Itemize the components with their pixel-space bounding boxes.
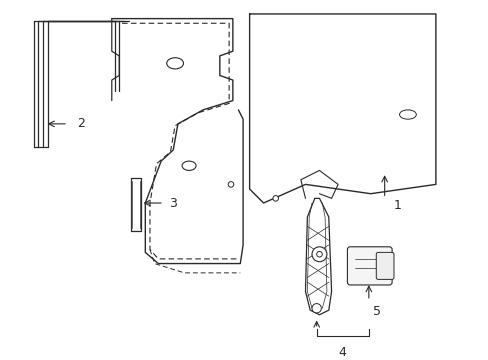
Text: 1: 1 <box>393 199 401 212</box>
Circle shape <box>272 195 278 201</box>
Circle shape <box>228 181 233 187</box>
FancyBboxPatch shape <box>346 247 391 285</box>
Ellipse shape <box>166 58 183 69</box>
FancyBboxPatch shape <box>375 252 393 279</box>
Text: 3: 3 <box>168 197 176 210</box>
Circle shape <box>316 251 322 257</box>
Text: 5: 5 <box>373 306 381 319</box>
Ellipse shape <box>399 110 415 119</box>
Ellipse shape <box>182 161 196 170</box>
Text: 4: 4 <box>338 346 346 359</box>
Text: 2: 2 <box>77 117 85 130</box>
Circle shape <box>311 303 321 313</box>
Circle shape <box>311 247 326 262</box>
